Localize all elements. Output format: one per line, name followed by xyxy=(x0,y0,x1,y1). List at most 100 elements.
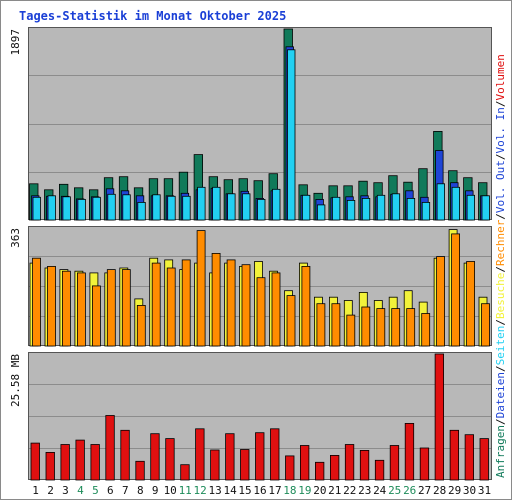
volumen-bar xyxy=(389,445,400,481)
rechner-bar xyxy=(271,272,281,347)
volumen-bar xyxy=(210,449,220,481)
day-label-22: 22 xyxy=(343,484,356,497)
legend-item-vol-in: Vol. In xyxy=(494,107,507,153)
seiten-bar xyxy=(331,196,341,221)
seiten-bar xyxy=(182,195,191,221)
panel-1-ymax-label: 1897 xyxy=(9,29,22,56)
seiten-bar xyxy=(197,186,206,221)
volumen-bar xyxy=(285,455,295,481)
day-label-8: 8 xyxy=(137,484,144,497)
day-label-30: 30 xyxy=(463,484,476,497)
day-label-24: 24 xyxy=(373,484,387,497)
seiten-bar xyxy=(257,198,266,221)
legend-item-dateien: Dateien xyxy=(494,372,507,418)
rechner-bar xyxy=(286,295,296,347)
volumen-bar xyxy=(479,438,489,481)
rechner-bar xyxy=(466,261,476,347)
seiten-bar xyxy=(47,195,56,221)
seiten-bar xyxy=(137,201,146,221)
volumen-bar xyxy=(255,432,265,481)
legend-item-anfragen: Anfragen xyxy=(494,425,507,478)
volumen-bar xyxy=(195,428,205,481)
seiten-bar xyxy=(436,183,446,221)
volumen-bar xyxy=(165,438,175,481)
day-label-25: 25 xyxy=(388,484,401,497)
rechner-bar xyxy=(166,267,176,347)
rechner-bar xyxy=(47,265,56,347)
seiten-bar xyxy=(32,196,41,221)
day-label-29: 29 xyxy=(448,484,461,497)
rechner-bar xyxy=(121,269,131,347)
rechner-bar xyxy=(226,259,236,347)
rechner-bar xyxy=(436,256,446,347)
volumen-bar xyxy=(359,449,370,481)
volumen-bar xyxy=(329,454,340,481)
seiten-bar xyxy=(481,195,490,221)
seiten-bar xyxy=(242,193,251,221)
rechner-bar xyxy=(32,257,41,347)
volumen-bar xyxy=(344,444,355,481)
rechner-bar xyxy=(136,304,146,347)
day-label-20: 20 xyxy=(313,484,326,497)
day-label-10: 10 xyxy=(164,484,177,497)
day-label-12: 12 xyxy=(193,484,206,497)
day-label-9: 9 xyxy=(152,484,159,497)
seiten-bar xyxy=(346,199,356,221)
rechner-bar xyxy=(391,308,401,347)
rechner-bar xyxy=(406,308,416,347)
seiten-bar xyxy=(152,194,161,221)
volumen-bar xyxy=(299,445,310,481)
seiten-bar xyxy=(316,204,326,221)
volumen-bar xyxy=(30,442,40,481)
day-label-27: 27 xyxy=(418,484,431,497)
volumen-bar xyxy=(135,460,145,481)
volumen-bar xyxy=(90,444,100,481)
legend-text: Anfragen/Dateien/Seiten/Besuche/Rechner/… xyxy=(494,54,507,478)
volumen-bar xyxy=(464,434,475,481)
seiten-bar xyxy=(167,195,176,221)
day-label-16: 16 xyxy=(253,484,266,497)
day-label-11: 11 xyxy=(179,484,192,497)
legend-separator: / xyxy=(494,365,507,372)
day-label-14: 14 xyxy=(223,484,237,497)
legend-separator: / xyxy=(494,319,507,326)
volumen-bar xyxy=(314,461,325,481)
day-label-19: 19 xyxy=(298,484,311,497)
seiten-bar xyxy=(272,188,281,221)
day-label-15: 15 xyxy=(238,484,251,497)
legend-separator: / xyxy=(494,100,507,107)
volumen-bar xyxy=(45,451,55,481)
rechner-bar xyxy=(106,269,116,347)
rechner-bar xyxy=(481,303,490,347)
volumen-bar xyxy=(225,433,235,481)
seiten-bar xyxy=(466,194,476,221)
volumen-bar xyxy=(60,444,70,481)
day-label-13: 13 xyxy=(208,484,221,497)
rechner-bar xyxy=(256,277,266,347)
rechner-bar xyxy=(62,270,71,347)
day-label-2: 2 xyxy=(47,484,54,497)
volumen-bar xyxy=(75,439,85,481)
volumen-bar xyxy=(419,447,430,481)
volumen-bar xyxy=(105,415,115,481)
seiten-bar xyxy=(406,197,416,221)
day-label-31: 31 xyxy=(478,484,491,497)
seiten-bar xyxy=(361,197,371,221)
volumen-bar xyxy=(374,459,385,481)
seiten-bar xyxy=(391,193,401,221)
panel-2-ymax-label: 363 xyxy=(9,228,22,248)
rechner-bar xyxy=(316,303,326,347)
volumen-bar xyxy=(120,429,130,481)
rechner-bar xyxy=(376,308,386,347)
rechner-bar xyxy=(196,230,206,347)
panel-3-ymax-label: 25.58 MB xyxy=(9,354,22,407)
seiten-bar xyxy=(301,194,311,221)
rechner-bar xyxy=(346,314,356,347)
volumen-bar xyxy=(404,422,415,481)
seiten-bar xyxy=(92,196,101,221)
seiten-bar xyxy=(376,194,386,221)
day-label-5: 5 xyxy=(92,484,99,497)
legend-item-besuche: Besuche xyxy=(494,273,507,319)
rechner-bar xyxy=(301,265,311,347)
